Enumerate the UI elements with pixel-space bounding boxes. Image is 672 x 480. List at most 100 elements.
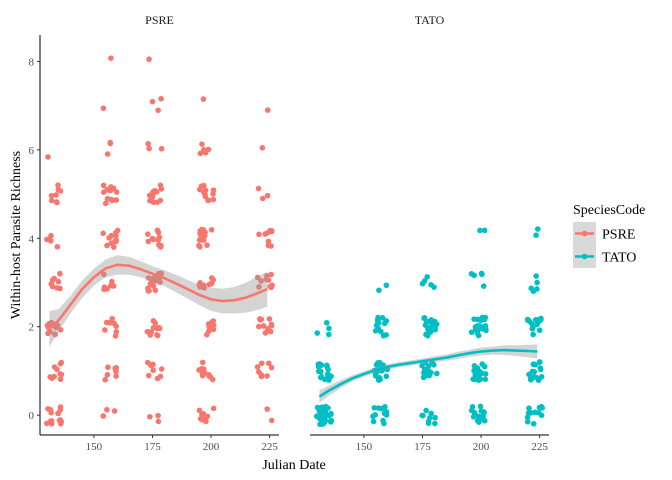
data-point: [157, 182, 164, 189]
data-point: [102, 200, 109, 207]
data-point: [52, 331, 58, 338]
data-point: [57, 188, 64, 194]
data-point: [55, 182, 61, 189]
data-point: [155, 107, 161, 114]
data-point: [266, 316, 273, 322]
legend-label: PSRE: [602, 228, 635, 243]
y-axis-title: Within-host Parasite Richness: [9, 151, 24, 319]
data-point: [145, 140, 151, 147]
data-point: [205, 321, 212, 327]
data-point: [210, 191, 216, 197]
data-point: [158, 145, 165, 152]
data-point: [199, 141, 205, 147]
data-point: [481, 417, 488, 424]
data-point: [325, 405, 331, 411]
data-point: [158, 242, 164, 249]
data-point: [528, 409, 534, 416]
data-point: [524, 414, 531, 421]
x-tick-label: 150: [356, 441, 373, 453]
x-tick-label: 200: [203, 441, 220, 453]
data-point: [428, 410, 434, 417]
data-point: [210, 405, 217, 412]
data-point: [255, 369, 262, 375]
data-point: [323, 319, 330, 326]
data-point: [528, 285, 535, 292]
data-point: [532, 361, 538, 368]
y-tick-label: 4: [29, 233, 35, 245]
data-point: [475, 377, 482, 383]
data-point: [113, 197, 119, 203]
data-point: [474, 365, 481, 371]
data-point: [534, 226, 541, 232]
facet-strip-label: PSRE: [145, 13, 174, 27]
data-point: [101, 284, 108, 290]
x-tick-label: 225: [531, 441, 548, 453]
data-point: [54, 285, 60, 291]
data-point: [431, 284, 437, 290]
data-point: [370, 413, 376, 420]
data-point: [102, 327, 108, 333]
data-point: [421, 315, 427, 322]
data-point: [268, 417, 275, 424]
data-point: [258, 373, 265, 380]
data-point: [155, 229, 162, 236]
data-point: [206, 373, 212, 379]
data-points: [43, 55, 276, 427]
data-point: [468, 271, 475, 277]
data-point: [200, 237, 207, 243]
data-point: [51, 275, 58, 282]
data-point: [200, 410, 207, 417]
data-point: [55, 278, 62, 285]
y-tick-label: 6: [29, 145, 35, 157]
data-point: [57, 404, 64, 410]
data-point: [108, 196, 115, 203]
data-point: [102, 376, 108, 383]
data-point: [480, 413, 487, 419]
data-point: [54, 243, 61, 250]
data-point: [382, 404, 388, 410]
data-point: [200, 147, 207, 153]
data-point: [370, 418, 377, 425]
data-point: [48, 409, 54, 416]
data-point: [383, 373, 390, 380]
data-point: [205, 197, 212, 204]
data-point: [113, 189, 120, 195]
legend: SpeciesCode PSRE TATO: [573, 203, 645, 268]
legend-title: SpeciesCode: [573, 203, 645, 218]
data-point: [468, 329, 475, 336]
data-point: [205, 146, 212, 153]
data-point: [152, 320, 159, 326]
data-point: [100, 182, 107, 189]
smooth-trend-line: [318, 348, 538, 398]
data-point: [204, 242, 210, 248]
data-point: [373, 322, 380, 329]
data-point: [104, 406, 110, 413]
facet-panel-tato: TATO 150 175 200 225: [310, 13, 549, 453]
data-point: [533, 273, 539, 279]
data-point: [57, 376, 64, 383]
data-point: [156, 234, 163, 240]
data-point: [210, 196, 217, 203]
data-point: [481, 227, 488, 234]
data-point: [256, 323, 262, 330]
data-point: [258, 278, 264, 284]
data-point: [148, 329, 155, 335]
data-point: [47, 374, 53, 380]
y-tick-label: 0: [29, 410, 35, 422]
data-point: [433, 370, 440, 377]
data-point: [152, 287, 159, 294]
data-point: [265, 242, 272, 249]
data-point: [202, 193, 209, 200]
data-point: [210, 318, 217, 324]
data-point: [111, 408, 118, 414]
data-point: [383, 282, 390, 289]
data-point: [260, 323, 267, 329]
data-point: [470, 376, 476, 382]
data-point: [259, 144, 266, 151]
facet-panels: PSRE 0 2 4 6 8 150 175 200 225 TATO 150 175 200 225: [29, 13, 549, 453]
data-point: [103, 319, 110, 326]
data-point: [477, 403, 484, 410]
data-point: [100, 230, 106, 237]
data-point: [471, 410, 478, 416]
data-point: [199, 416, 206, 423]
